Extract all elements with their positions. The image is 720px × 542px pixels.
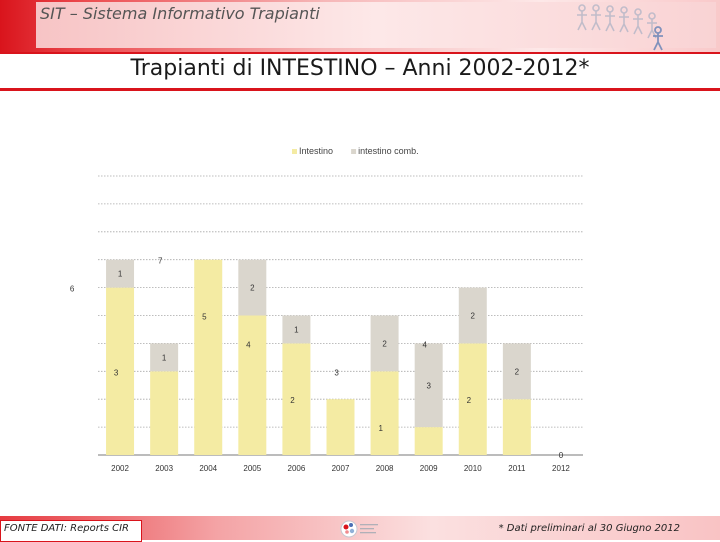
bar-segment (458, 287, 487, 344)
footer-note: * Dati preliminari al 30 Giugno 2012 (498, 523, 680, 534)
data-label: 2 (471, 312, 476, 321)
bar-segment (414, 427, 443, 455)
bar-segment (150, 343, 179, 372)
bar-segment (370, 315, 399, 372)
data-label: 4 (423, 340, 428, 349)
data-label: 0 (559, 451, 564, 460)
x-tick-label: 2008 (376, 464, 394, 473)
data-label: 2 (382, 339, 387, 348)
bar-segment (370, 371, 399, 455)
data-label: 1 (294, 325, 299, 334)
data-label: 3 (334, 368, 339, 377)
page-title: Trapianti di INTESTINO – Anni 2002-2012* (130, 56, 590, 81)
x-tick-label: 2007 (332, 464, 350, 473)
bar-segment (282, 343, 311, 455)
people-logo-icon (577, 4, 663, 51)
footer-source: FONTE DATI: Reports CIR (4, 523, 129, 534)
legend-label: Intestino (299, 146, 333, 156)
data-label: 7 (158, 257, 163, 266)
x-tick-label: 2012 (552, 464, 570, 473)
bar-segment (238, 315, 267, 455)
x-tick-label: 2009 (420, 464, 438, 473)
data-label: 3 (426, 381, 431, 390)
bar-segment (106, 259, 135, 288)
legend-swatch (351, 149, 357, 154)
x-tick-label: 2004 (199, 464, 217, 473)
legend-label: intestino comb. (358, 146, 419, 156)
bar-segment (150, 371, 179, 455)
data-label: 1 (118, 270, 123, 279)
bar-segment (106, 287, 135, 455)
bar-segment (194, 259, 223, 455)
transplant-chart: Intestino intestino comb. 2002 2003 2004 2005… (70, 146, 583, 473)
x-tick-label: 2010 (464, 464, 482, 473)
x-tick-label: 2011 (508, 464, 526, 473)
data-label: 2 (515, 367, 520, 376)
bar-segment (282, 315, 311, 344)
data-label: 6 (70, 285, 75, 294)
legend-swatch (292, 149, 297, 154)
data-label: 3 (114, 368, 119, 377)
header-title: SIT – Sistema Informativo Trapianti (40, 4, 320, 23)
bar-segment (502, 343, 531, 400)
data-label: 2 (467, 396, 472, 405)
data-label: 1 (162, 353, 167, 362)
data-label: 2 (290, 396, 295, 405)
bar-segment (458, 343, 487, 455)
data-label: 4 (246, 340, 251, 349)
x-tick-label: 2002 (111, 464, 129, 473)
data-label: 2 (250, 284, 255, 293)
data-label: 1 (378, 424, 383, 433)
x-tick-label: 2003 (155, 464, 173, 473)
network-logo-icon (340, 520, 378, 538)
bar-segment (238, 259, 267, 316)
data-label: 5 (202, 313, 207, 322)
header-rule (0, 52, 720, 54)
x-tick-label: 2005 (243, 464, 261, 473)
header-banner-inner (36, 2, 716, 48)
bar-segment (326, 399, 355, 455)
x-tick-label: 2006 (288, 464, 306, 473)
bar-segment (414, 343, 443, 428)
title-rule (0, 88, 720, 91)
bar-segment (502, 399, 531, 455)
